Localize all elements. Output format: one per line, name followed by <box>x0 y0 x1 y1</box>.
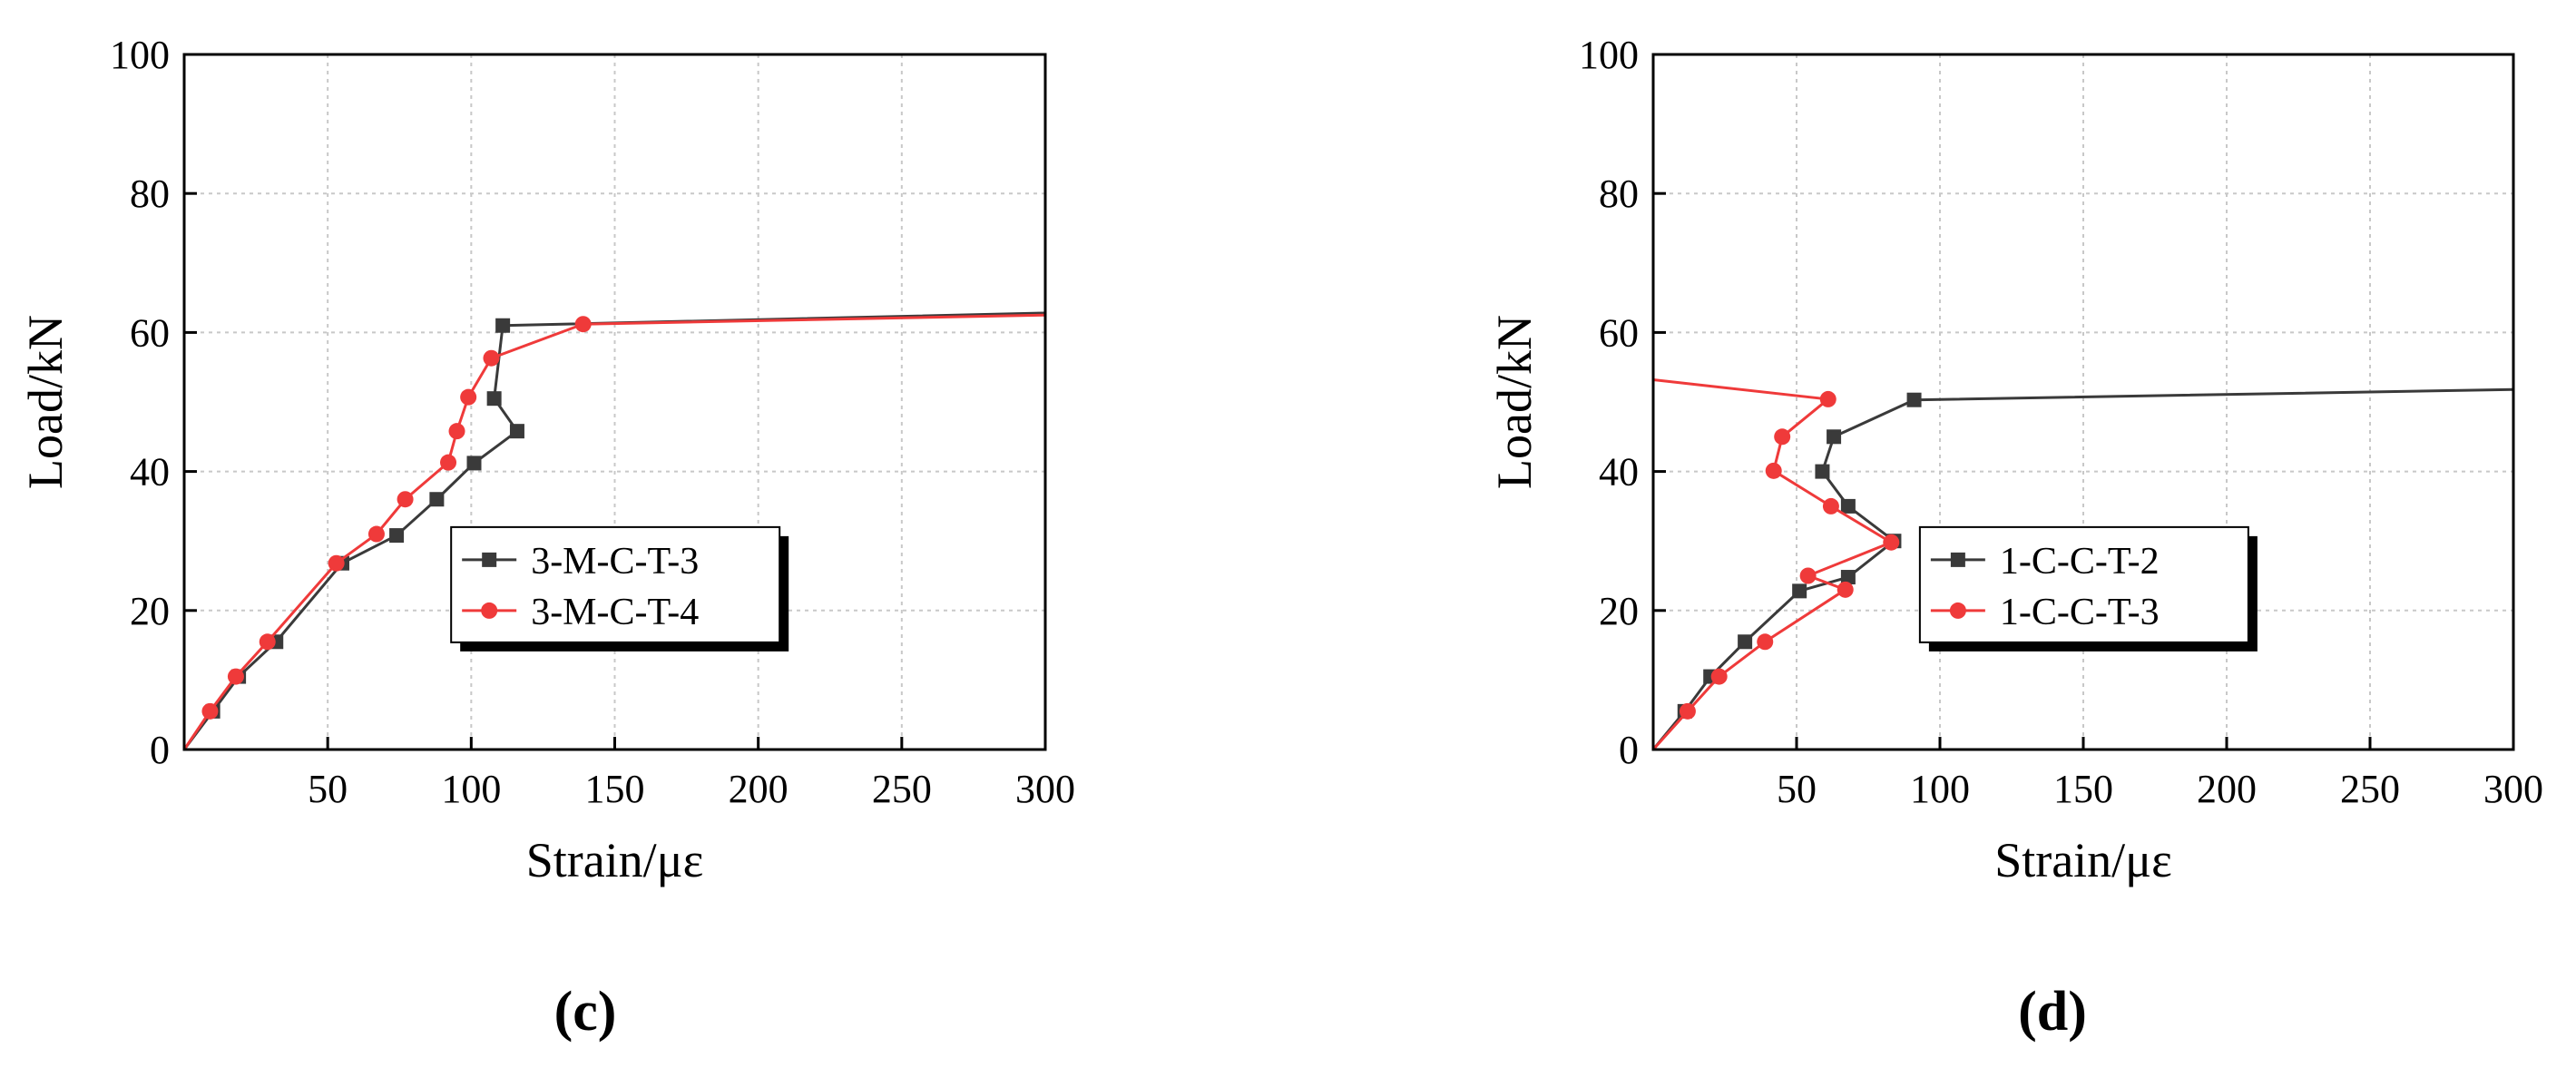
legend-label: 1-C-C-T-3 <box>2000 592 2160 633</box>
x-tick-label: 250 <box>872 767 932 811</box>
y-axis-title: Load/kN <box>18 315 73 489</box>
x-tick-label: 200 <box>729 767 788 811</box>
y-tick-label: 60 <box>1599 310 1639 355</box>
legend-marker <box>1949 602 1966 619</box>
data-point <box>495 318 511 333</box>
x-tick-label: 300 <box>2483 767 2543 811</box>
plot-frame <box>182 53 1047 751</box>
y-tick-label: 60 <box>130 310 170 355</box>
data-point <box>1710 668 1728 685</box>
data-point <box>574 316 592 333</box>
y-tick-label: 100 <box>110 33 170 77</box>
x-tick-label: 150 <box>2053 767 2113 811</box>
legend-box <box>1918 525 2249 643</box>
data-point <box>389 528 405 544</box>
data-point <box>201 702 219 720</box>
data-point <box>1738 634 1753 650</box>
data-point <box>1837 581 1854 598</box>
y-tick-label: 20 <box>1599 589 1639 633</box>
data-point <box>483 349 500 367</box>
data-point <box>1840 498 1856 514</box>
y-axis-title: Load/kN <box>1487 315 1542 489</box>
x-axis-title: Strain/με <box>526 833 704 887</box>
y-tick-label: 40 <box>1599 450 1639 495</box>
series-line <box>1651 377 1893 751</box>
y-tick-label: 80 <box>130 172 170 216</box>
panel-label: (d) <box>2018 981 2087 1043</box>
panel-label: (c) <box>554 981 617 1043</box>
data-point <box>1840 570 1856 585</box>
data-point <box>466 456 482 471</box>
panel-c: 50 100 150 200 250 3000204060801003-M-C-T-33-… <box>18 33 1075 1043</box>
legend-marker <box>482 552 497 567</box>
x-tick-label: 100 <box>441 767 501 811</box>
legend-label: 3-M-C-T-3 <box>531 541 699 583</box>
x-tick-label: 50 <box>1777 767 1817 811</box>
data-point <box>1679 702 1696 720</box>
axis-ticks: 50 100 150 200 250 300 0 20 40 60 80 100 <box>110 33 1075 811</box>
panel-d: 50 100 150 200 250 3000204060801001-C-C-T-21-… <box>1487 33 2543 1043</box>
y-tick-label: 80 <box>1599 172 1639 216</box>
legend: 1-C-C-T-2 1-C-C-T-3 <box>1918 525 2258 652</box>
legend-label: 1-C-C-T-2 <box>2000 541 2160 583</box>
x-tick-label: 50 <box>308 767 348 811</box>
data-point <box>1822 497 1839 514</box>
data-point <box>440 454 457 471</box>
legend-marker <box>1950 552 1965 567</box>
data-point <box>1819 390 1837 407</box>
data-point <box>460 388 477 406</box>
series-3-M-C-T-4 <box>182 313 1046 750</box>
data-point <box>1792 583 1807 599</box>
axis-ticks: 50 100 150 200 250 300 0 20 40 60 80 100 <box>1579 33 2543 811</box>
series-1-C-C-T-3 <box>1651 377 1900 751</box>
data-point <box>448 423 465 440</box>
x-tick-label: 300 <box>1015 767 1075 811</box>
x-tick-label: 250 <box>2340 767 2400 811</box>
plot-frame <box>1651 53 2515 751</box>
x-tick-label: 200 <box>2197 767 2257 811</box>
data-point <box>328 554 345 572</box>
data-point <box>1799 567 1817 584</box>
legend-label: 3-M-C-T-4 <box>531 592 699 633</box>
y-tick-label: 20 <box>130 589 170 633</box>
data-point <box>1757 633 1774 651</box>
data-point <box>227 668 244 685</box>
legend: 3-M-C-T-3 3-M-C-T-4 <box>450 525 789 652</box>
data-point <box>397 491 414 508</box>
y-tick-label: 40 <box>130 450 170 495</box>
data-point <box>509 424 524 439</box>
data-point <box>1815 464 1830 479</box>
data-point <box>1765 462 1782 479</box>
data-point <box>1906 392 1922 407</box>
data-point <box>259 633 276 651</box>
legend-box <box>450 525 781 643</box>
x-tick-label: 100 <box>1910 767 1970 811</box>
legend-marker <box>481 602 498 619</box>
data-point <box>1827 429 1842 445</box>
data-point <box>1883 534 1900 551</box>
y-tick-label: 0 <box>1619 728 1639 772</box>
data-point <box>486 391 502 407</box>
data-point <box>1774 428 1791 446</box>
x-axis-title: Strain/με <box>1994 833 2172 887</box>
y-tick-label: 0 <box>150 728 170 772</box>
data-point <box>429 492 445 507</box>
y-tick-label: 100 <box>1579 33 1639 77</box>
data-point <box>367 525 385 543</box>
x-tick-label: 150 <box>585 767 645 811</box>
